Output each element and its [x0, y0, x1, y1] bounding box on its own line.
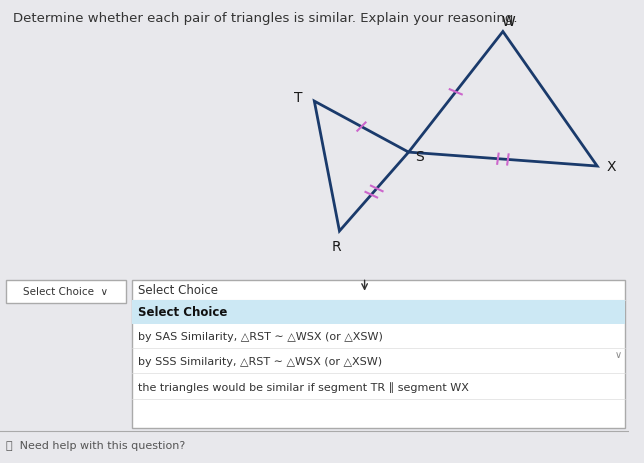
Text: Select Choice: Select Choice — [138, 283, 218, 296]
Bar — [132, 300, 625, 324]
Text: the triangles would be similar if segment TR ∥ segment WX: the triangles would be similar if segmen… — [138, 382, 469, 393]
Text: S: S — [415, 150, 424, 163]
Text: Determine whether each pair of triangles is similar. Explain your reasoning.: Determine whether each pair of triangles… — [13, 12, 517, 25]
Text: Select Choice  ∨: Select Choice ∨ — [23, 287, 109, 297]
Text: Select Choice: Select Choice — [138, 306, 228, 319]
Text: ⓘ  Need help with this question?: ⓘ Need help with this question? — [6, 440, 185, 450]
Text: ∨: ∨ — [614, 349, 621, 359]
Text: X: X — [606, 160, 616, 174]
Bar — [132, 280, 625, 428]
Text: by SAS Similarity, △RST ∼ △WSX (or △XSW): by SAS Similarity, △RST ∼ △WSX (or △XSW) — [138, 331, 383, 341]
Text: by SSS Similarity, △RST ∼ △WSX (or △XSW): by SSS Similarity, △RST ∼ △WSX (or △XSW) — [138, 357, 383, 367]
Bar — [6, 280, 126, 303]
Text: R: R — [332, 240, 341, 254]
Text: T: T — [294, 91, 303, 105]
Text: W: W — [501, 15, 515, 29]
